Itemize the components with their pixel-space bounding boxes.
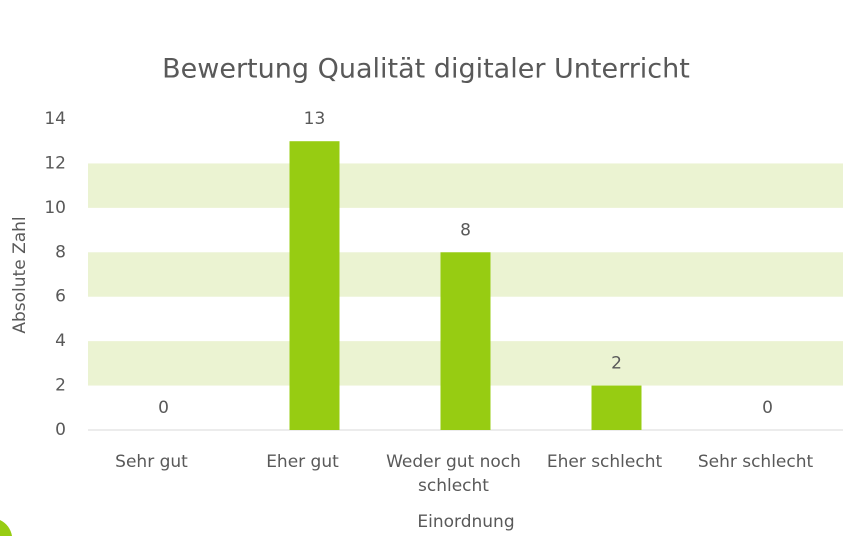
y-tick-label: 14: [44, 109, 66, 129]
bar: [289, 141, 340, 430]
y-tick-label: 6: [55, 287, 66, 307]
y-tick-label: 0: [55, 420, 66, 440]
data-label: 2: [611, 354, 622, 374]
data-label: 0: [762, 398, 773, 418]
y-axis-label: Absolute Zahl: [10, 216, 30, 333]
data-label: 0: [158, 398, 169, 418]
chart-title: Bewertung Qualität digitaler Unterricht: [162, 54, 690, 85]
x-tick-label: Sehr gut: [115, 452, 188, 472]
y-tick-label: 10: [44, 198, 66, 218]
x-tick-label: Eher schlecht: [547, 452, 663, 472]
data-label: 8: [460, 220, 471, 240]
x-tick-label: Sehr schlecht: [698, 452, 814, 472]
x-tick-label: Weder gut noch schlecht: [386, 452, 521, 496]
bar: [440, 252, 491, 430]
corner-decoration: [0, 520, 12, 536]
x-axis-label: Einordnung: [417, 512, 514, 532]
x-tick-label: Eher gut: [266, 452, 339, 472]
bar: [591, 385, 642, 430]
data-label: 13: [304, 109, 326, 129]
y-tick-label: 12: [44, 153, 66, 173]
grid-band: [88, 163, 843, 208]
y-tick-label: 2: [55, 376, 66, 396]
y-tick-label: 8: [55, 242, 66, 262]
y-tick-label: 4: [55, 331, 66, 351]
